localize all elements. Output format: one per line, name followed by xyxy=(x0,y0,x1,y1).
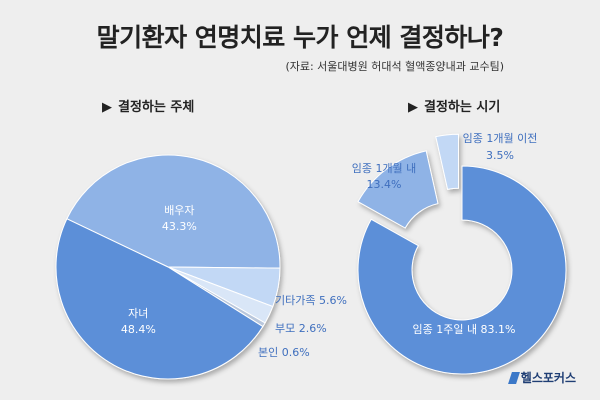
logo-mark-icon xyxy=(507,371,520,384)
slice-name-label: 자녀 xyxy=(128,307,148,320)
slice-name-label: 배우자 xyxy=(164,204,194,217)
timing-donut xyxy=(357,133,567,375)
slice-name-label: 임종 1개월 내 xyxy=(352,162,417,175)
page-title: 말기환자 연명치료 누가 언제 결정하나? xyxy=(96,23,504,52)
slice-value-label: 43.3% xyxy=(162,220,197,233)
pie-slice-0 xyxy=(55,218,264,380)
timing-donut-labels: 임종 1주일 내 83.1% 임종 1개월 내 13.4% 임종 1개월 이전 3.5% xyxy=(352,132,538,336)
brand-logo: 헬스포커스 xyxy=(507,369,576,386)
section-label: 결정하는 주체 xyxy=(118,100,195,115)
section-title-decider: ▶ 결정하는 주체 xyxy=(102,96,194,115)
donut-slice-1 xyxy=(357,150,439,229)
slice-outside-label: 본인 0.6% xyxy=(258,346,310,359)
donut-slice-0 xyxy=(357,165,567,375)
triangle-icon: ▶ xyxy=(102,100,112,115)
source-note: (자료: 서울대병원 허대석 혈액종양내과 교수팀) xyxy=(285,60,504,73)
section-label: 결정하는 시기 xyxy=(424,100,501,115)
slice-value-label: 3.5% xyxy=(486,149,514,162)
decider-pie-labels: 배우자 43.3% 자녀 48.4% 기타가족 5.6% 부모 2.6% 본인 0.6% xyxy=(121,204,347,359)
donut-slice-2 xyxy=(435,133,459,190)
slice-value-label: 임종 1주일 내 83.1% xyxy=(412,322,515,336)
pie-slice-1 xyxy=(66,154,281,269)
slice-outside-label: 부모 2.6% xyxy=(275,322,327,335)
slice-value-label: 48.4% xyxy=(121,323,156,336)
slice-outside-label: 기타가족 5.6% xyxy=(275,294,347,307)
decider-pie xyxy=(55,154,281,380)
section-title-timing: ▶ 결정하는 시기 xyxy=(408,96,500,115)
slice-name-label: 임종 1개월 이전 xyxy=(463,132,538,145)
logo-text: 헬스포커스 xyxy=(520,371,576,385)
triangle-icon: ▶ xyxy=(408,100,418,115)
slice-value-label: 13.4% xyxy=(367,178,402,191)
